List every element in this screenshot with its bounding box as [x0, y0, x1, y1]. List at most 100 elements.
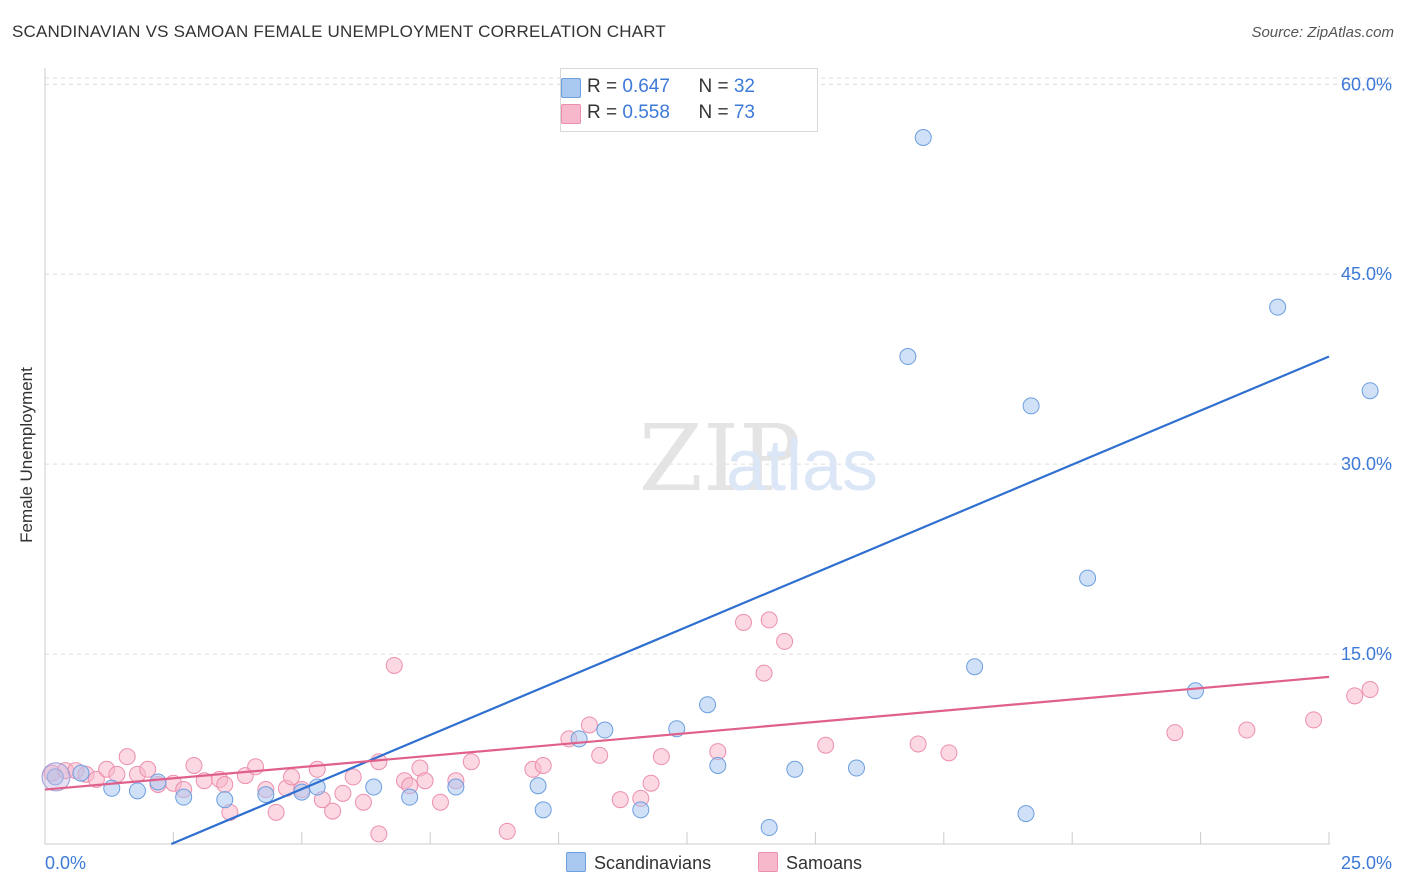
- samoan-point: [498, 822, 516, 840]
- samoan-point: [185, 757, 203, 775]
- scandinavian-point: [847, 759, 865, 777]
- r-label: R =: [587, 102, 623, 123]
- scandinavian-point: [1017, 805, 1035, 823]
- scandinavian-point: [899, 348, 917, 366]
- legend-item-samoans[interactable]: Samoans: [758, 852, 862, 874]
- samoan-point: [1346, 687, 1364, 705]
- scandinavian-point: [1022, 397, 1040, 415]
- samoan-point: [1305, 711, 1323, 729]
- scandinavian-point: [149, 773, 167, 791]
- scandinavian-point: [128, 782, 146, 800]
- samoan-point: [324, 802, 342, 820]
- x-tick-label: 25.0%: [1341, 853, 1392, 873]
- grid-lines: [45, 77, 1392, 655]
- legend-swatch-scandinavians: [561, 78, 581, 98]
- legend-row-scandinavians: R = 0.647 N = 32: [561, 76, 755, 100]
- samoan-point: [87, 770, 105, 788]
- n-label: N =: [698, 76, 734, 97]
- samoan-point: [580, 716, 598, 734]
- scandinavian-point: [534, 801, 552, 819]
- samoan-point: [216, 775, 234, 793]
- legend-item-scandinavians[interactable]: Scandinavians: [566, 852, 711, 874]
- samoan-trend-line: [44, 675, 1330, 791]
- samoan-point: [755, 664, 773, 682]
- samoan-point: [1166, 724, 1184, 742]
- samoan-point: [462, 753, 480, 771]
- scandinavian-point: [596, 721, 614, 739]
- scandinavian-point: [257, 786, 275, 804]
- data-points: [41, 129, 1379, 843]
- r-value-samoans: 0.558: [622, 102, 670, 123]
- scandinavian-point: [447, 778, 465, 796]
- legend-row-samoans: R = 0.558 N = 73: [561, 102, 755, 126]
- scandinavian-point: [365, 778, 383, 796]
- legend-swatch-samoans: [561, 104, 581, 124]
- y-tick-label: 45.0%: [1341, 264, 1392, 284]
- samoan-point: [334, 784, 352, 802]
- samoan-point: [909, 735, 927, 753]
- scandinavian-point: [529, 777, 547, 795]
- r-value-scandinavians: 0.647: [622, 76, 670, 97]
- samoan-point: [642, 774, 660, 792]
- y-tick-label: 15.0%: [1341, 644, 1392, 664]
- axes: [44, 68, 1330, 845]
- samoan-point: [354, 793, 372, 811]
- scandinavian-point: [1186, 682, 1204, 700]
- legend-label-scandinavians: Scandinavians: [594, 853, 712, 873]
- samoan-point: [591, 746, 609, 764]
- samoan-point: [118, 748, 136, 766]
- scandinavian-point: [46, 768, 64, 786]
- trend-lines: [44, 355, 1330, 846]
- x-tick-label: 0.0%: [45, 853, 86, 873]
- samoan-point: [534, 757, 552, 775]
- cluster-point: [41, 762, 71, 792]
- scandinavian-point: [1079, 569, 1097, 587]
- scandinavian-point: [570, 730, 588, 748]
- scandinavian-point: [401, 788, 419, 806]
- scandinavian-point: [1269, 298, 1287, 316]
- correlation-legend: R = 0.647 N = 32 R = 0.558 N = 73: [560, 68, 818, 132]
- n-value-scandinavians: 32: [733, 76, 755, 97]
- samoan-point: [776, 632, 794, 650]
- samoan-point: [308, 760, 326, 778]
- chart-title: SCANDINAVIAN VS SAMOAN FEMALE UNEMPLOYME…: [12, 22, 667, 41]
- source-label: Source: ZipAtlas.com: [1251, 24, 1394, 41]
- samoan-point: [431, 793, 449, 811]
- scandinavian-point: [914, 129, 932, 147]
- scandinavian-point: [632, 801, 650, 819]
- scandinavian-point: [72, 764, 90, 782]
- samoan-point: [817, 736, 835, 754]
- samoan-point: [611, 791, 629, 809]
- y-tick-label: 30.0%: [1341, 454, 1392, 474]
- legend-swatch-scandinavians: [566, 852, 586, 872]
- samoan-point: [940, 744, 958, 762]
- scandinavian-trend-line: [170, 355, 1330, 846]
- scandinavian-point: [709, 757, 727, 775]
- samoan-point: [416, 772, 434, 790]
- samoan-point: [139, 760, 157, 778]
- samoan-point: [1238, 721, 1256, 739]
- scandinavian-point: [786, 760, 804, 778]
- watermark-atlas: atlas: [726, 426, 878, 506]
- samoan-point: [344, 768, 362, 786]
- samoan-point: [652, 748, 670, 766]
- samoan-point: [370, 825, 388, 843]
- n-value-samoans: 73: [733, 102, 755, 123]
- scandinavian-point: [1361, 382, 1379, 400]
- r-label: R =: [587, 76, 623, 97]
- scandinavian-point: [760, 819, 778, 837]
- watermark-zip: ZIP: [639, 405, 801, 512]
- samoan-point: [267, 803, 285, 821]
- legend-label-samoans: Samoans: [786, 853, 863, 873]
- samoan-point: [385, 656, 403, 674]
- samoan-point: [734, 613, 752, 631]
- samoan-point: [760, 611, 778, 629]
- scandinavian-point: [699, 696, 717, 714]
- samoan-point: [1361, 681, 1379, 699]
- scandinavian-point: [966, 658, 984, 676]
- tick-labels: 15.0% 30.0% 45.0% 60.0% 0.0% 25.0%: [45, 74, 1392, 873]
- legend-swatch-samoans: [758, 852, 778, 872]
- scandinavian-point: [216, 791, 234, 809]
- n-label: N =: [698, 102, 734, 123]
